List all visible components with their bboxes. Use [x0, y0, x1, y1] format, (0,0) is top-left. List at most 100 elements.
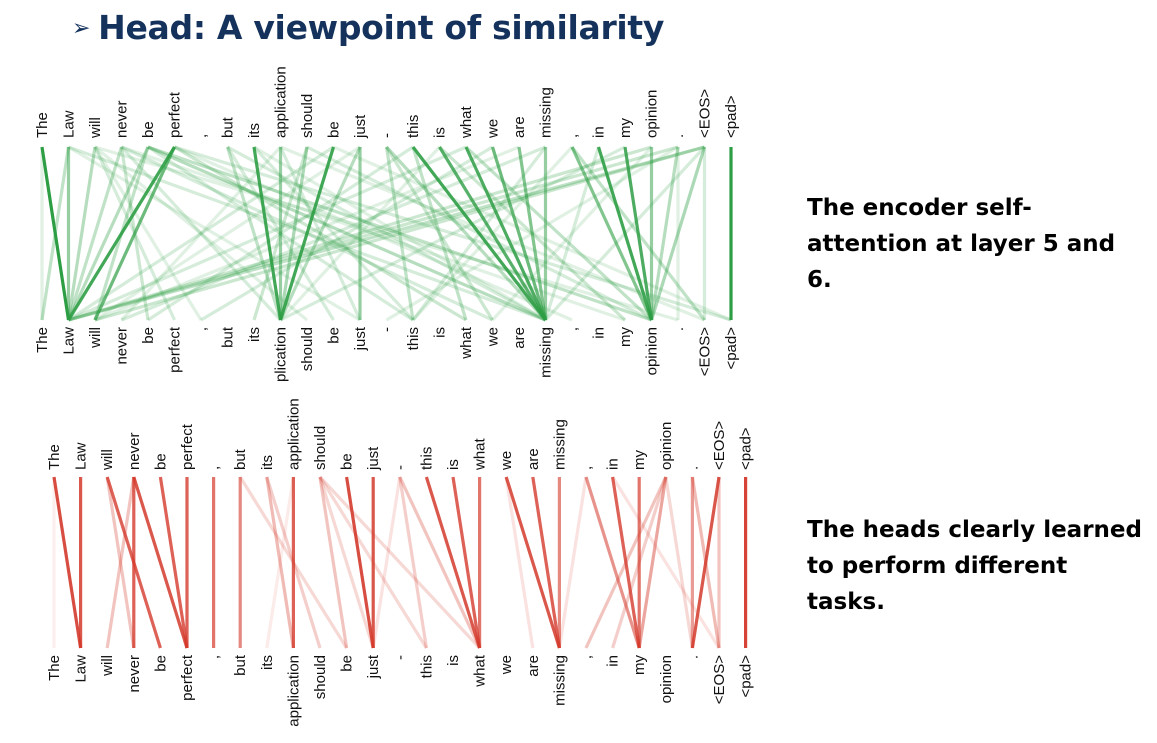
attention-link	[40, 146, 71, 321]
attention-link	[147, 145, 653, 322]
attention-link	[384, 146, 415, 321]
attention-link	[66, 146, 124, 321]
token-label-bottom: never	[126, 655, 143, 693]
token-label-bottom: perfect	[167, 326, 184, 373]
token-label-top: in	[591, 126, 608, 138]
attention-link	[490, 146, 548, 321]
attention-link	[424, 476, 482, 649]
token-label-bottom: are	[511, 327, 528, 349]
token-label-bottom: my	[631, 655, 648, 675]
token-label-top: <EOS>	[697, 89, 714, 138]
attention-link	[67, 146, 150, 321]
attention-link	[649, 146, 707, 321]
attention-link	[93, 146, 203, 321]
attention-link	[68, 145, 652, 322]
attention-link	[67, 145, 361, 322]
token-label-bottom: what	[458, 326, 475, 360]
attention-panel-green: The Law will never be perfect, but its applicati…	[34, 66, 740, 382]
token-label-bottom: ,	[193, 327, 210, 331]
attention-link	[584, 476, 641, 649]
attention-link	[67, 146, 176, 321]
token-label-bottom: ,	[578, 655, 595, 659]
token-label-bottom: should	[312, 655, 329, 699]
token-label-bottom: just	[365, 654, 382, 679]
attention-link	[120, 145, 282, 322]
token-label-top: but	[220, 116, 237, 138]
arrowhead-bullet-icon: ➢	[72, 16, 91, 41]
token-label-top: .	[670, 134, 687, 138]
token-label-top: will	[99, 449, 116, 471]
attention-link	[120, 145, 282, 322]
token-label-top: is	[432, 127, 449, 138]
attention-link	[438, 145, 627, 322]
attention-link	[411, 146, 547, 321]
token-label-bottom: in	[605, 655, 622, 667]
attention-link	[557, 476, 588, 649]
attention-link	[132, 476, 189, 649]
attention-link	[596, 146, 654, 321]
token-label-top: <pad>	[738, 427, 755, 470]
token-label-top: Law	[73, 442, 90, 470]
token-label-bottom: ,	[564, 327, 581, 331]
attention-link	[105, 476, 136, 649]
attention-link	[531, 476, 561, 649]
token-label-top: be	[326, 121, 343, 138]
token-label-bottom: be	[326, 327, 343, 344]
token-label-bottom: we	[485, 327, 502, 347]
token-label-bottom: Law	[73, 655, 90, 683]
token-label-bottom: <pad>	[738, 655, 755, 698]
attention-link	[690, 476, 721, 649]
token-label-top: should	[299, 94, 316, 138]
caption-line: to perform different tasks.	[807, 553, 1068, 615]
token-label-bottom: my	[617, 327, 634, 347]
token-label-bottom: in	[591, 327, 608, 339]
attention-link	[318, 476, 375, 649]
attention-link	[345, 476, 375, 649]
token-label-top: be	[339, 453, 356, 470]
token-label-bottom: just	[352, 326, 369, 351]
token-column-top-green: The Law will never be perfect, but its applicati…	[34, 66, 740, 139]
attention-link	[491, 145, 653, 322]
token-label-top: my	[617, 118, 634, 138]
token-label-top: should	[312, 426, 329, 470]
token-label-bottom: but	[232, 654, 249, 676]
attention-link	[398, 476, 428, 649]
token-label-top: what	[458, 105, 475, 139]
attention-link	[278, 146, 336, 321]
token-label-bottom: be	[140, 327, 157, 344]
token-label-bottom: its	[246, 327, 263, 342]
attention-link	[147, 145, 547, 322]
token-label-bottom: Law	[61, 327, 78, 355]
token-label-top: my	[631, 450, 648, 470]
token-label-top: The	[34, 112, 51, 138]
attention-link	[94, 145, 705, 322]
token-label-bottom: <EOS>	[711, 655, 728, 704]
attention-links-green	[40, 145, 733, 322]
token-label-bottom: be	[152, 655, 169, 672]
token-label-top: its	[246, 123, 263, 138]
attention-link	[120, 145, 547, 322]
token-label-bottom: is	[432, 327, 449, 338]
token-label-top: Law	[61, 110, 78, 138]
token-label-bottom: application	[285, 655, 302, 727]
token-label-top: <EOS>	[711, 421, 728, 470]
token-label-bottom: never	[114, 327, 131, 365]
attention-link	[385, 146, 494, 321]
token-label-top: in	[605, 458, 622, 470]
token-label-top: application	[273, 66, 290, 138]
attention-link	[385, 145, 547, 322]
attention-link	[543, 146, 601, 321]
token-label-bottom: its	[259, 655, 276, 670]
token-label-top: are	[525, 448, 542, 470]
token-label-bottom: is	[445, 655, 462, 666]
attention-link	[225, 146, 283, 321]
attention-link	[173, 145, 467, 322]
token-label-top: -	[379, 133, 396, 138]
attention-link	[94, 145, 520, 322]
token-label-top: what	[472, 437, 489, 471]
token-label-bottom: will	[99, 655, 116, 677]
attention-link	[93, 146, 150, 321]
attention-link	[67, 145, 467, 322]
token-label-top: this	[418, 447, 435, 470]
token-label-top: be	[140, 121, 157, 138]
